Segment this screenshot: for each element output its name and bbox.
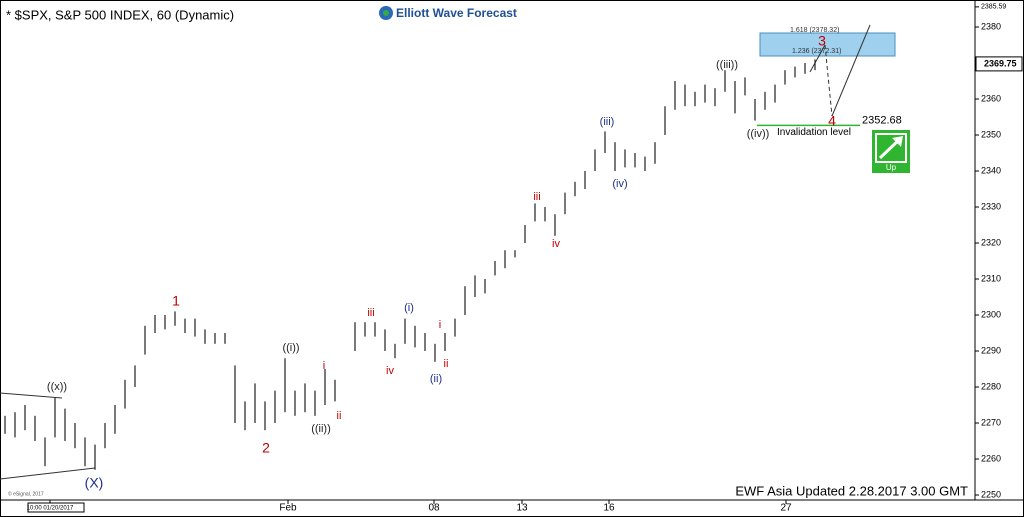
wave-label: (ii) bbox=[430, 373, 442, 385]
wave-label: 2 bbox=[262, 440, 270, 456]
y-tick-label: 2330 bbox=[981, 201, 1001, 211]
projection-line bbox=[824, 44, 833, 117]
wave-label: iv bbox=[386, 365, 394, 377]
wave-label: i bbox=[439, 319, 441, 331]
y-tick-label: 2340 bbox=[981, 165, 1001, 175]
x-tick-label: 16 bbox=[603, 503, 615, 514]
y-tick-label: 2360 bbox=[981, 93, 1001, 103]
trend-icon-box bbox=[875, 133, 907, 163]
x-tick-label: 10:00 01/20/2017 bbox=[27, 506, 74, 512]
trend-arrowhead bbox=[892, 136, 903, 147]
wave-label: ((iv)) bbox=[747, 128, 770, 140]
y-tick-label: 2280 bbox=[981, 381, 1001, 391]
chart-title: * $SPX, S&P 500 INDEX, 60 (Dynamic) bbox=[6, 7, 234, 22]
fib-target-box bbox=[759, 32, 896, 57]
wave-label: i bbox=[323, 360, 325, 372]
wave-label: iv bbox=[552, 238, 560, 250]
fib-label: 1.236 (2372.31) bbox=[792, 48, 841, 55]
y-tick-label: 2260 bbox=[981, 453, 1001, 463]
trend-icon: Up bbox=[872, 130, 910, 173]
y-tick-label: 2310 bbox=[981, 273, 1001, 283]
x-tick-label: 27 bbox=[780, 503, 792, 514]
y-tick-label: 2300 bbox=[981, 309, 1001, 319]
x-tick-label: 13 bbox=[516, 503, 528, 514]
y-tick-label: 2380 bbox=[981, 21, 1001, 31]
y-tick-label: 2270 bbox=[981, 417, 1001, 427]
x-tick-label: 08 bbox=[428, 503, 440, 514]
logo: Elliott Wave Forecast bbox=[379, 6, 517, 20]
projection-line bbox=[831, 24, 871, 117]
logo-text: Elliott Wave Forecast bbox=[396, 6, 517, 20]
projection-line bbox=[809, 44, 826, 73]
y-tick-label: 2250 bbox=[981, 489, 1001, 499]
wave-label: (iv) bbox=[612, 178, 627, 190]
wave-label: 4 bbox=[828, 113, 836, 129]
wave-label: 1 bbox=[172, 293, 180, 309]
trend-text: Up bbox=[886, 163, 897, 172]
wave-label: (X) bbox=[85, 475, 104, 491]
wave-label: ii bbox=[337, 410, 342, 422]
wave-label: ((x)) bbox=[47, 381, 67, 393]
channel-line bbox=[0, 392, 63, 399]
last-price-label: 2369.75 bbox=[984, 58, 1017, 68]
wave-label: iii bbox=[533, 191, 540, 203]
y-tick-label: 2350 bbox=[981, 129, 1001, 139]
logo-icon-inner bbox=[383, 10, 389, 16]
y-tick-label: 2320 bbox=[981, 237, 1001, 247]
wave-label: ii bbox=[444, 358, 449, 370]
wave-label: ((ii)) bbox=[311, 423, 331, 435]
last-price-box bbox=[975, 56, 1023, 72]
x-tick-label-bg bbox=[27, 502, 85, 513]
invalidation-text: Invalidation level bbox=[777, 127, 851, 138]
channel-line bbox=[0, 467, 96, 480]
wave-label: ((iii)) bbox=[716, 59, 738, 71]
wave-label: (i) bbox=[404, 302, 414, 314]
invalidation-value: 2352.68 bbox=[862, 114, 902, 126]
wave-label: iii bbox=[367, 307, 374, 319]
top-price-label: 2385.59 bbox=[981, 4, 1006, 11]
trend-icon-bg bbox=[872, 130, 910, 173]
footer: EWF Asia Updated 2.28.2017 3.00 GMT bbox=[735, 483, 968, 498]
y-tick-label: 2290 bbox=[981, 345, 1001, 355]
copyright: © eSignal, 2017 bbox=[8, 490, 44, 497]
wave-label: ((i)) bbox=[282, 342, 299, 354]
fib-label: 1.618 (2378.32) bbox=[790, 27, 839, 34]
wave-label: (iii) bbox=[600, 116, 615, 128]
x-tick-label: Feb bbox=[279, 503, 297, 514]
wave-label: 3 bbox=[818, 33, 826, 49]
